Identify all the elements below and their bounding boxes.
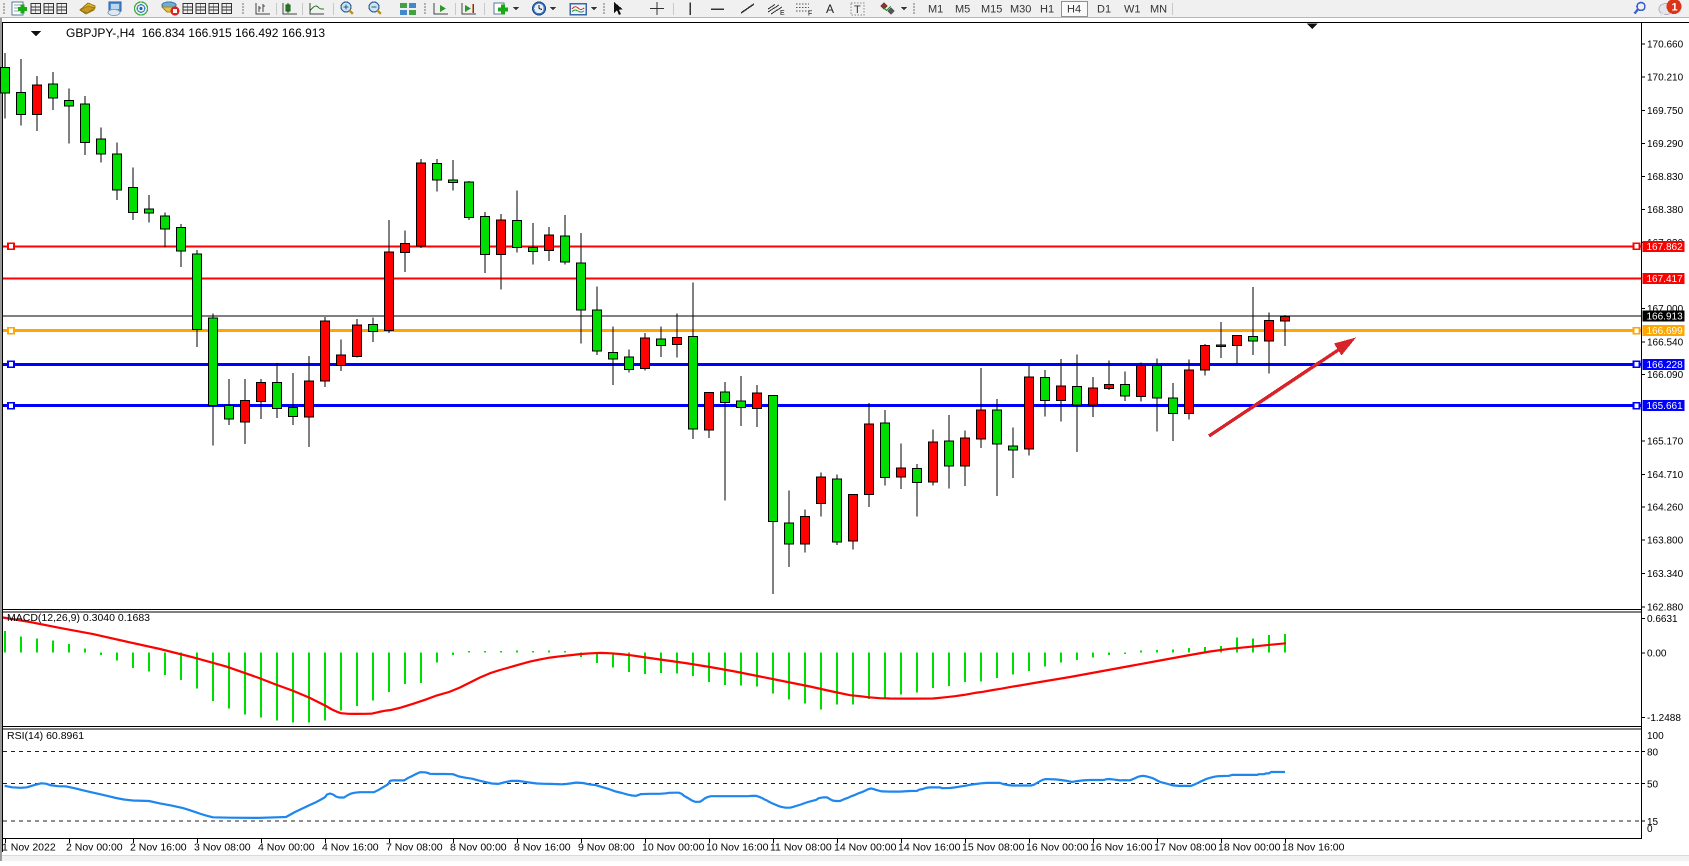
svg-text:M30: M30: [1010, 4, 1031, 16]
svg-text:10 Nov 16:00: 10 Nov 16:00: [706, 842, 769, 854]
svg-text:167.000: 167.000: [1647, 304, 1684, 315]
svg-text:16 Nov 16:00: 16 Nov 16:00: [1090, 842, 1153, 854]
svg-text:165.170: 165.170: [1647, 437, 1684, 448]
svg-text:18 Nov 00:00: 18 Nov 00:00: [1218, 842, 1281, 854]
svg-text:0.00: 0.00: [1647, 648, 1667, 659]
svg-text:H4: H4: [1067, 4, 1081, 16]
svg-text:167.417: 167.417: [1647, 274, 1684, 285]
svg-text:14 Nov 16:00: 14 Nov 16:00: [898, 842, 961, 854]
svg-text:H1: H1: [1040, 4, 1054, 16]
svg-text:E: E: [780, 10, 785, 17]
svg-text:168.830: 168.830: [1647, 172, 1684, 183]
svg-text:4 Nov 00:00: 4 Nov 00:00: [258, 842, 315, 854]
svg-text:8 Nov 16:00: 8 Nov 16:00: [514, 842, 571, 854]
svg-text:8 Nov 00:00: 8 Nov 00:00: [450, 842, 507, 854]
svg-text:165.661: 165.661: [1647, 401, 1684, 412]
svg-text:169.750: 169.750: [1647, 106, 1684, 117]
svg-text:11 Nov 08:00: 11 Nov 08:00: [770, 842, 832, 854]
svg-text:MN: MN: [1150, 4, 1167, 16]
svg-text:-1.2488: -1.2488: [1647, 713, 1681, 724]
svg-text:17 Nov 08:00: 17 Nov 08:00: [1154, 842, 1217, 854]
svg-text:166.090: 166.090: [1647, 370, 1684, 381]
svg-text:163.800: 163.800: [1647, 536, 1684, 547]
svg-text:M1: M1: [928, 4, 943, 16]
svg-text:M15: M15: [981, 4, 1002, 16]
svg-text:A: A: [826, 2, 834, 16]
svg-text:M5: M5: [955, 4, 970, 16]
svg-text:D1: D1: [1097, 4, 1111, 16]
svg-text:T: T: [854, 4, 861, 16]
svg-text:166.699: 166.699: [1647, 326, 1684, 337]
svg-text:167.862: 167.862: [1647, 242, 1684, 253]
svg-text:4 Nov 16:00: 4 Nov 16:00: [322, 842, 379, 854]
svg-text:GBPJPY-,H4 166.834 166.915 16: GBPJPY-,H4 166.834 166.915 166.492 166.9…: [66, 26, 325, 40]
svg-text:RSI(14) 60.8961: RSI(14) 60.8961: [7, 730, 84, 742]
svg-text:2 Nov 00:00: 2 Nov 00:00: [66, 842, 123, 854]
svg-text:15: 15: [1647, 817, 1659, 828]
svg-text:16 Nov 00:00: 16 Nov 00:00: [1026, 842, 1089, 854]
svg-text:1: 1: [1672, 2, 1678, 14]
svg-text:14 Nov 00:00: 14 Nov 00:00: [834, 842, 897, 854]
svg-text:163.340: 163.340: [1647, 569, 1684, 580]
svg-text:9 Nov 08:00: 9 Nov 08:00: [578, 842, 635, 854]
svg-text:170.660: 170.660: [1647, 39, 1684, 50]
svg-text:100: 100: [1647, 731, 1664, 742]
svg-text:166.228: 166.228: [1647, 360, 1684, 371]
svg-text:166.913: 166.913: [1647, 312, 1684, 323]
svg-text:168.380: 168.380: [1647, 205, 1684, 216]
svg-text:166.540: 166.540: [1647, 337, 1684, 348]
svg-text:10 Nov 00:00: 10 Nov 00:00: [642, 842, 705, 854]
svg-text:170.210: 170.210: [1647, 73, 1684, 84]
svg-text:50: 50: [1647, 779, 1659, 790]
svg-text:7 Nov 08:00: 7 Nov 08:00: [386, 842, 443, 854]
svg-text:0: 0: [1647, 824, 1653, 835]
svg-text:0.6631: 0.6631: [1647, 614, 1678, 625]
svg-text:F: F: [808, 11, 812, 18]
svg-text:W1: W1: [1124, 4, 1141, 16]
svg-text:164.710: 164.710: [1647, 470, 1684, 481]
svg-text:169.290: 169.290: [1647, 139, 1684, 150]
svg-text:15 Nov 08:00: 15 Nov 08:00: [962, 842, 1025, 854]
svg-text:80: 80: [1647, 747, 1659, 758]
svg-text:164.260: 164.260: [1647, 503, 1684, 514]
svg-text:1 Nov 2022: 1 Nov 2022: [2, 842, 56, 854]
svg-text:2 Nov 16:00: 2 Nov 16:00: [130, 842, 187, 854]
svg-text:MACD(12,26,9) 0.3040 0.1683: MACD(12,26,9) 0.3040 0.1683: [7, 612, 150, 624]
svg-text:162.880: 162.880: [1647, 602, 1684, 613]
svg-text:3 Nov 08:00: 3 Nov 08:00: [194, 842, 251, 854]
svg-text:18 Nov 16:00: 18 Nov 16:00: [1282, 842, 1345, 854]
